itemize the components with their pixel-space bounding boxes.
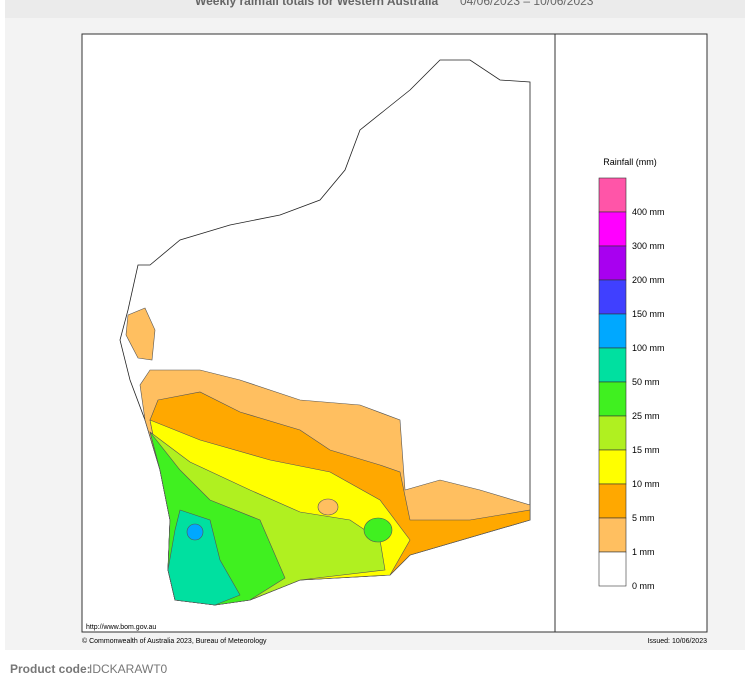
legend-label: 10 mm bbox=[632, 479, 660, 489]
legend-swatch bbox=[598, 347, 627, 383]
legend-label: 300 mm bbox=[632, 241, 665, 251]
legend-swatch bbox=[598, 177, 627, 213]
legend: Rainfall (mm) 400 mm 300 mm 200 mm 150 mm 10… bbox=[598, 157, 665, 591]
legend-swatch bbox=[598, 279, 627, 315]
legend-label: 400 mm bbox=[632, 207, 665, 217]
date-range: 04/06/2023 – 10/06/2023 bbox=[460, 0, 594, 8]
legend-label: 5 mm bbox=[632, 513, 655, 523]
legend-label: 1 mm bbox=[632, 547, 655, 557]
legend-swatch bbox=[598, 211, 627, 247]
legend-label: 25 mm bbox=[632, 411, 660, 421]
legend-swatch bbox=[598, 449, 627, 485]
product-label: Product code: bbox=[10, 662, 91, 676]
rain-1mm bbox=[125, 307, 156, 361]
title: Weekly rainfall totals for Western Austr… bbox=[195, 0, 439, 8]
header-bar bbox=[5, 0, 745, 18]
issued: Issued: 10/06/2023 bbox=[647, 638, 707, 645]
legend-title: Rainfall (mm) bbox=[603, 157, 657, 167]
legend-swatch bbox=[598, 483, 627, 519]
legend-swatch bbox=[598, 551, 627, 587]
legend-swatch bbox=[598, 415, 627, 451]
rain-1mm bbox=[317, 498, 339, 516]
product-code: IDCKARAWT0 bbox=[89, 662, 168, 676]
rain-25mm bbox=[363, 517, 393, 543]
url: http://www.bom.gov.au bbox=[86, 624, 156, 631]
rain-50mm bbox=[167, 509, 241, 606]
legend-swatch bbox=[598, 381, 627, 417]
legend-label: 0 mm bbox=[632, 581, 655, 591]
copyright: © Commonwealth of Australia 2023, Bureau… bbox=[82, 637, 267, 645]
legend-label: 100 mm bbox=[632, 343, 665, 353]
map bbox=[119, 59, 531, 606]
legend-label: 150 mm bbox=[632, 309, 665, 319]
legend-label: 200 mm bbox=[632, 275, 665, 285]
legend-swatch bbox=[598, 245, 627, 281]
legend-swatch bbox=[598, 313, 627, 349]
legend-swatch bbox=[598, 517, 627, 553]
legend-label: 50 mm bbox=[632, 377, 660, 387]
legend-label: 15 mm bbox=[632, 445, 660, 455]
rain-100mm bbox=[186, 523, 204, 541]
